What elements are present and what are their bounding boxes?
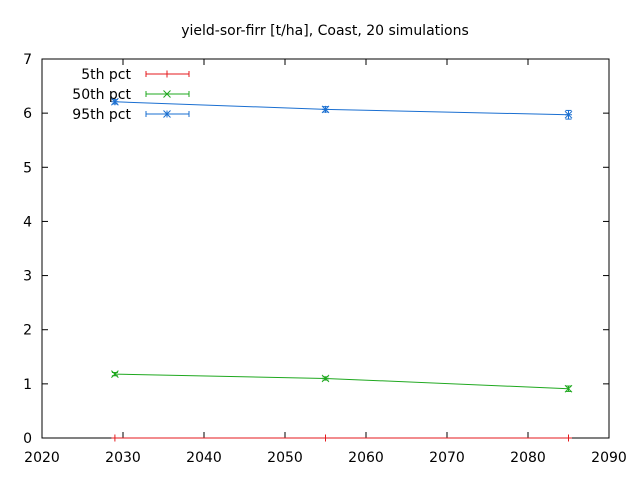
y-tick-label: 7 <box>23 52 32 68</box>
series-95th-pct <box>111 97 573 120</box>
series-line <box>114 373 569 390</box>
x-tick-label: 2020 <box>24 450 60 466</box>
data-point <box>322 434 329 442</box>
legend-marker <box>163 110 171 118</box>
y-tick-label: 5 <box>23 160 32 176</box>
data-point <box>321 374 330 383</box>
x-tick-label: 2060 <box>348 450 384 466</box>
y-tick-label: 0 <box>23 431 32 447</box>
y-tick-label: 4 <box>23 214 32 230</box>
x-tick-label: 2050 <box>267 450 303 466</box>
legend-marker <box>163 90 171 98</box>
data-point <box>321 105 330 114</box>
legend-item-5th-pct: 5th pct <box>81 67 190 83</box>
data-point <box>111 434 119 442</box>
series-50th-pct <box>111 370 573 393</box>
data-point <box>111 97 119 106</box>
x-tick-label: 2090 <box>591 450 627 466</box>
y-tick-label: 2 <box>23 323 32 339</box>
data-point <box>111 370 119 378</box>
x-tick-label: 2070 <box>429 450 465 466</box>
data-point <box>564 384 573 393</box>
legend-label: 95th pct <box>72 107 131 123</box>
legend-item-50th-pct: 50th pct <box>72 87 190 103</box>
y-tick-label: 3 <box>23 269 32 285</box>
y-tick-label: 6 <box>23 106 32 122</box>
series-line <box>114 101 569 116</box>
data-point <box>564 110 573 119</box>
legend-label: 50th pct <box>72 87 131 103</box>
x-tick-label: 2040 <box>186 450 222 466</box>
chart-title: yield-sor-firr [t/ha], Coast, 20 simulat… <box>181 23 469 39</box>
legend-label: 5th pct <box>81 67 131 83</box>
x-tick-label: 2030 <box>105 450 141 466</box>
y-tick-label: 1 <box>23 377 32 393</box>
series-5th-pct <box>111 434 572 442</box>
legend-marker <box>163 70 171 78</box>
data-point <box>565 434 572 442</box>
x-tick-label: 2080 <box>510 450 546 466</box>
legend-item-95th-pct: 95th pct <box>72 107 190 123</box>
